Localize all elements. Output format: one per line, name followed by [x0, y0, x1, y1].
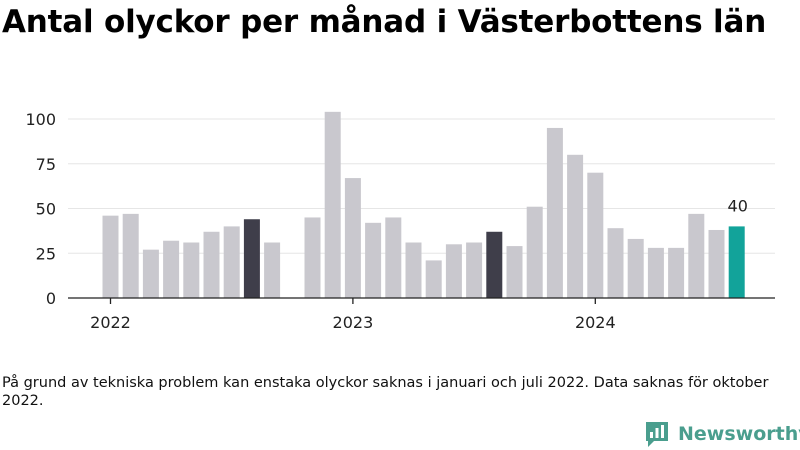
- bar: [688, 213, 705, 298]
- bar: [546, 127, 563, 298]
- x-tick-label: 2024: [575, 313, 616, 332]
- brand-logo[interactable]: Newsworthy: [644, 419, 800, 449]
- bar: [526, 206, 543, 298]
- bar: [385, 217, 402, 298]
- bar: [163, 240, 180, 298]
- bar: [587, 172, 604, 298]
- bar: [365, 222, 382, 298]
- brand-name: Newsworthy: [678, 423, 800, 445]
- bar: [425, 260, 442, 298]
- y-tick-label: 75: [36, 155, 56, 174]
- data-labels: 40: [728, 196, 748, 215]
- bar: [567, 154, 584, 298]
- bar: [102, 215, 119, 298]
- y-tick-label: 50: [36, 200, 56, 219]
- bar: [122, 213, 139, 298]
- y-tick-label: 100: [25, 110, 56, 129]
- newsworthy-logo-icon: [646, 422, 668, 447]
- bar: [708, 229, 725, 298]
- bar: [203, 231, 220, 298]
- bar: [183, 242, 200, 298]
- footnote: På grund av tekniska problem kan enstaka…: [2, 375, 769, 409]
- data-label: 40: [728, 196, 748, 215]
- bar: [223, 226, 240, 298]
- bar: [486, 231, 503, 298]
- y-axis: 0 25 50 75 100: [25, 110, 56, 308]
- bar: [243, 219, 260, 298]
- x-tick-label: 2022: [90, 313, 131, 332]
- y-tick-label: 25: [36, 244, 56, 263]
- bar: [324, 111, 341, 298]
- bar: [607, 228, 624, 298]
- bars: [102, 111, 745, 298]
- bar: [728, 226, 745, 298]
- bar: [627, 238, 644, 298]
- bar: [405, 242, 422, 298]
- bar: [264, 242, 281, 298]
- bar: [445, 244, 462, 298]
- y-tick-label: 0: [46, 289, 56, 308]
- bar: [668, 247, 685, 298]
- bar: [506, 246, 523, 298]
- bar: [344, 178, 361, 298]
- bar: [647, 247, 664, 298]
- x-tick-label: 2023: [333, 313, 374, 332]
- bar-chart: 0 25 50 75 100 2022 2023 2024 40: [25, 110, 775, 332]
- bar: [466, 242, 483, 298]
- x-axis: 2022 2023 2024: [68, 297, 775, 332]
- bar: [142, 249, 159, 298]
- bar: [304, 217, 321, 298]
- chart-title: Antal olyckor per månad i Västerbottens …: [2, 4, 767, 40]
- gridlines: [68, 118, 775, 254]
